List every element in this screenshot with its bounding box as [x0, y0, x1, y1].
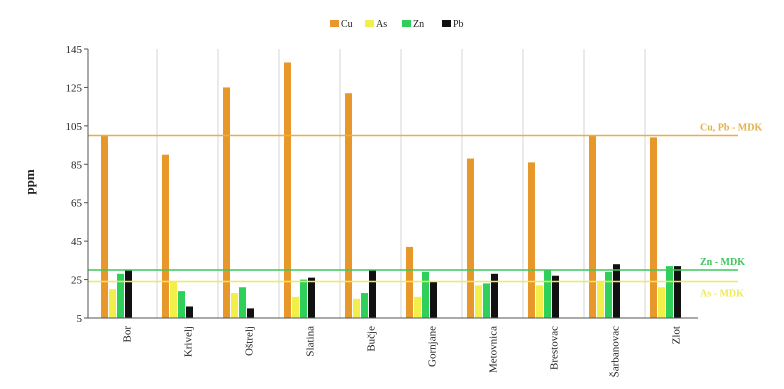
bar-zn [544, 269, 551, 318]
legend-label-zn: Zn [413, 19, 424, 30]
bar-pb [247, 308, 254, 318]
bar-zn [605, 271, 612, 318]
bar-as [597, 281, 604, 318]
y-tick-label: 145 [66, 44, 83, 56]
y-tick-label: 45 [71, 236, 83, 248]
bar-pb [125, 269, 132, 318]
bar-pb [369, 269, 376, 318]
legend-swatch-cu [330, 20, 339, 27]
legend-swatch-as [365, 20, 374, 27]
bars [101, 62, 681, 319]
bar-pb [491, 273, 498, 318]
y-tick-label: 25 [71, 275, 83, 287]
bar-pb [674, 266, 681, 318]
bar-cu [223, 87, 230, 318]
bar-zn [422, 271, 429, 318]
legend-label-pb: Pb [453, 19, 464, 30]
bar-zn [300, 279, 307, 318]
bar-as [658, 287, 665, 318]
legend: Cu As Zn Pb [330, 19, 464, 30]
reference-line-label: Zn - MDK [700, 257, 745, 268]
x-tick-label: Oštrelj [244, 326, 256, 356]
bar-cu [406, 246, 413, 318]
x-axis-ticks: Bor Krivelj Oštrelj Slatina Bučje Gornjane Met… [122, 326, 683, 378]
y-tick-label: 125 [66, 82, 83, 94]
bar-pb [308, 277, 315, 318]
x-tick-label: Bučje [366, 326, 378, 352]
legend-swatch-zn [402, 20, 411, 27]
bar-zn [178, 291, 185, 318]
bar-cu [650, 137, 657, 318]
bar-cu [284, 62, 291, 319]
bar-pb [186, 306, 193, 318]
x-tick-label: Gornjane [427, 326, 439, 367]
bar-cu [467, 158, 474, 318]
bar-as [414, 296, 421, 318]
y-tick-label: 65 [71, 198, 83, 210]
x-tick-label: Šarbanovac [610, 326, 622, 377]
bar-pb [430, 281, 437, 318]
x-tick-label: Slatina [305, 326, 317, 357]
bar-as [109, 289, 116, 318]
bar-cu [162, 154, 169, 318]
bar-as [475, 285, 482, 318]
legend-label-cu: Cu [341, 19, 353, 30]
bar-cu [528, 162, 535, 318]
y-tick-label: 5 [77, 313, 83, 325]
bar-cu [589, 135, 596, 318]
bar-as [353, 298, 360, 318]
x-tick-label: Brestovac [549, 326, 561, 370]
bar-zn [483, 283, 490, 318]
y-axis-ticks: 5 25 45 65 85 105 125 145 [66, 44, 88, 325]
y-tick-label: 105 [66, 121, 83, 133]
grid [156, 49, 646, 318]
bar-as [536, 285, 543, 318]
axes [87, 49, 698, 319]
bar-as [170, 281, 177, 318]
bar-as [231, 293, 238, 318]
x-tick-label: Bor [122, 326, 134, 343]
bar-cu [101, 135, 108, 318]
x-tick-label: Krivelj [183, 326, 195, 357]
bar-zn [361, 293, 368, 318]
bar-as [292, 296, 299, 318]
y-axis-label: ppm [22, 169, 37, 194]
reference-lines: Cu, Pb - MDK Zn - MDK As - MDK [88, 122, 762, 299]
bar-pb [613, 264, 620, 318]
legend-swatch-pb [442, 20, 451, 27]
bar-zn [666, 266, 673, 318]
bar-pb [552, 275, 559, 318]
bar-cu [345, 93, 352, 318]
bar-zn [239, 287, 246, 318]
legend-label-as: As [376, 19, 387, 30]
x-tick-label: Zlot [671, 326, 683, 344]
reference-line-label: Cu, Pb - MDK [700, 122, 762, 133]
bar-zn [117, 273, 124, 318]
reference-line-label: As - MDK [700, 288, 744, 299]
x-tick-label: Metovnica [488, 326, 500, 373]
y-tick-label: 85 [71, 159, 83, 171]
